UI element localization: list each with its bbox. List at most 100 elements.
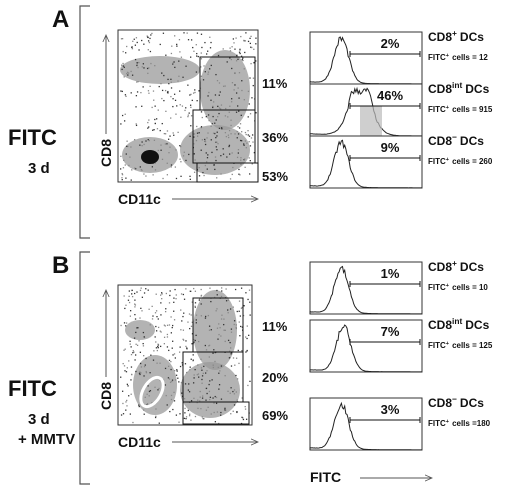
event-dot (159, 129, 161, 132)
event-dot (141, 310, 143, 312)
event-dot (178, 38, 181, 41)
event-dot (255, 37, 257, 39)
event-dot (173, 310, 175, 312)
event-dot (190, 325, 193, 327)
gate-percent: 11% (262, 319, 288, 334)
event-dot (189, 369, 191, 371)
event-dot (205, 387, 208, 390)
event-dot (194, 89, 196, 91)
event-dot (141, 141, 143, 143)
event-dot (144, 364, 146, 366)
event-dot (215, 141, 217, 143)
event-dot (213, 164, 215, 166)
event-dot (201, 397, 204, 399)
event-dot (244, 166, 246, 168)
event-dot (234, 288, 237, 291)
event-dot (224, 115, 227, 117)
event-dot (124, 164, 126, 166)
event-dot (231, 46, 233, 48)
event-dot (146, 35, 148, 37)
event-dot (198, 376, 200, 378)
event-dot (122, 362, 124, 365)
event-dot (148, 92, 150, 94)
event-dot (213, 411, 215, 414)
event-dot (195, 322, 197, 324)
event-dot (244, 40, 247, 42)
event-dot (200, 288, 202, 291)
gate (182, 401, 250, 425)
event-dot (231, 98, 233, 100)
event-dot (161, 72, 163, 74)
event-dot (129, 156, 131, 158)
event-dot (230, 119, 232, 121)
event-dot (249, 145, 252, 147)
event-dot (120, 64, 123, 66)
event-dot (251, 97, 253, 99)
event-dot (229, 392, 231, 394)
event-dot (146, 67, 149, 70)
event-dot (136, 63, 138, 65)
event-dot (175, 414, 178, 416)
event-dot (174, 99, 177, 102)
event-dot (206, 53, 208, 55)
event-dot (240, 157, 242, 159)
event-dot (218, 388, 220, 390)
event-dot (206, 137, 208, 139)
event-dot (140, 168, 143, 171)
event-dot (226, 156, 228, 158)
event-dot (169, 410, 171, 413)
event-dot (121, 172, 123, 175)
event-dot (165, 308, 167, 310)
event-dot (166, 324, 169, 326)
label-sup: + (446, 157, 450, 163)
event-dot (166, 91, 169, 94)
event-dot (123, 66, 125, 68)
event-dot (194, 290, 197, 292)
event-dot (175, 149, 177, 151)
event-dot (181, 105, 184, 107)
event-dot (235, 324, 237, 326)
event-dot (202, 171, 204, 174)
event-dot (143, 292, 146, 294)
label: CD8+ DCs (428, 28, 484, 44)
event-dot (193, 287, 195, 290)
event-dot (173, 134, 175, 136)
event-dot (231, 173, 233, 176)
event-dot (191, 301, 193, 303)
event-dot (168, 378, 171, 380)
event-dot (244, 158, 246, 160)
event-dot (186, 347, 188, 349)
event-dot (188, 153, 190, 156)
event-dot (150, 62, 152, 65)
event-dot (142, 63, 145, 65)
treatment: 3 d (28, 411, 50, 428)
event-dot (132, 40, 134, 42)
event-dot (137, 327, 139, 329)
event-dot (148, 390, 151, 393)
event-dot (238, 51, 241, 53)
event-dot (172, 408, 174, 411)
event-dot (199, 390, 201, 393)
event-dot (235, 374, 237, 377)
event-dot (147, 289, 149, 291)
event-dot (184, 109, 186, 112)
event-dot (185, 340, 187, 342)
event-dot (241, 349, 243, 352)
event-dot (180, 175, 182, 177)
event-dot (232, 410, 234, 412)
event-dot (207, 154, 209, 156)
event-dot (141, 145, 143, 147)
event-dot (220, 318, 223, 320)
event-dot (142, 409, 145, 411)
event-dot (192, 359, 194, 361)
event-dot (153, 129, 155, 131)
event-dot (169, 290, 171, 292)
event-dot (161, 97, 163, 100)
event-dot (198, 166, 200, 169)
event-dot (127, 299, 130, 301)
event-dot (198, 132, 200, 134)
event-dot (214, 168, 216, 171)
event-dot (180, 382, 183, 384)
event-dot (187, 39, 190, 41)
